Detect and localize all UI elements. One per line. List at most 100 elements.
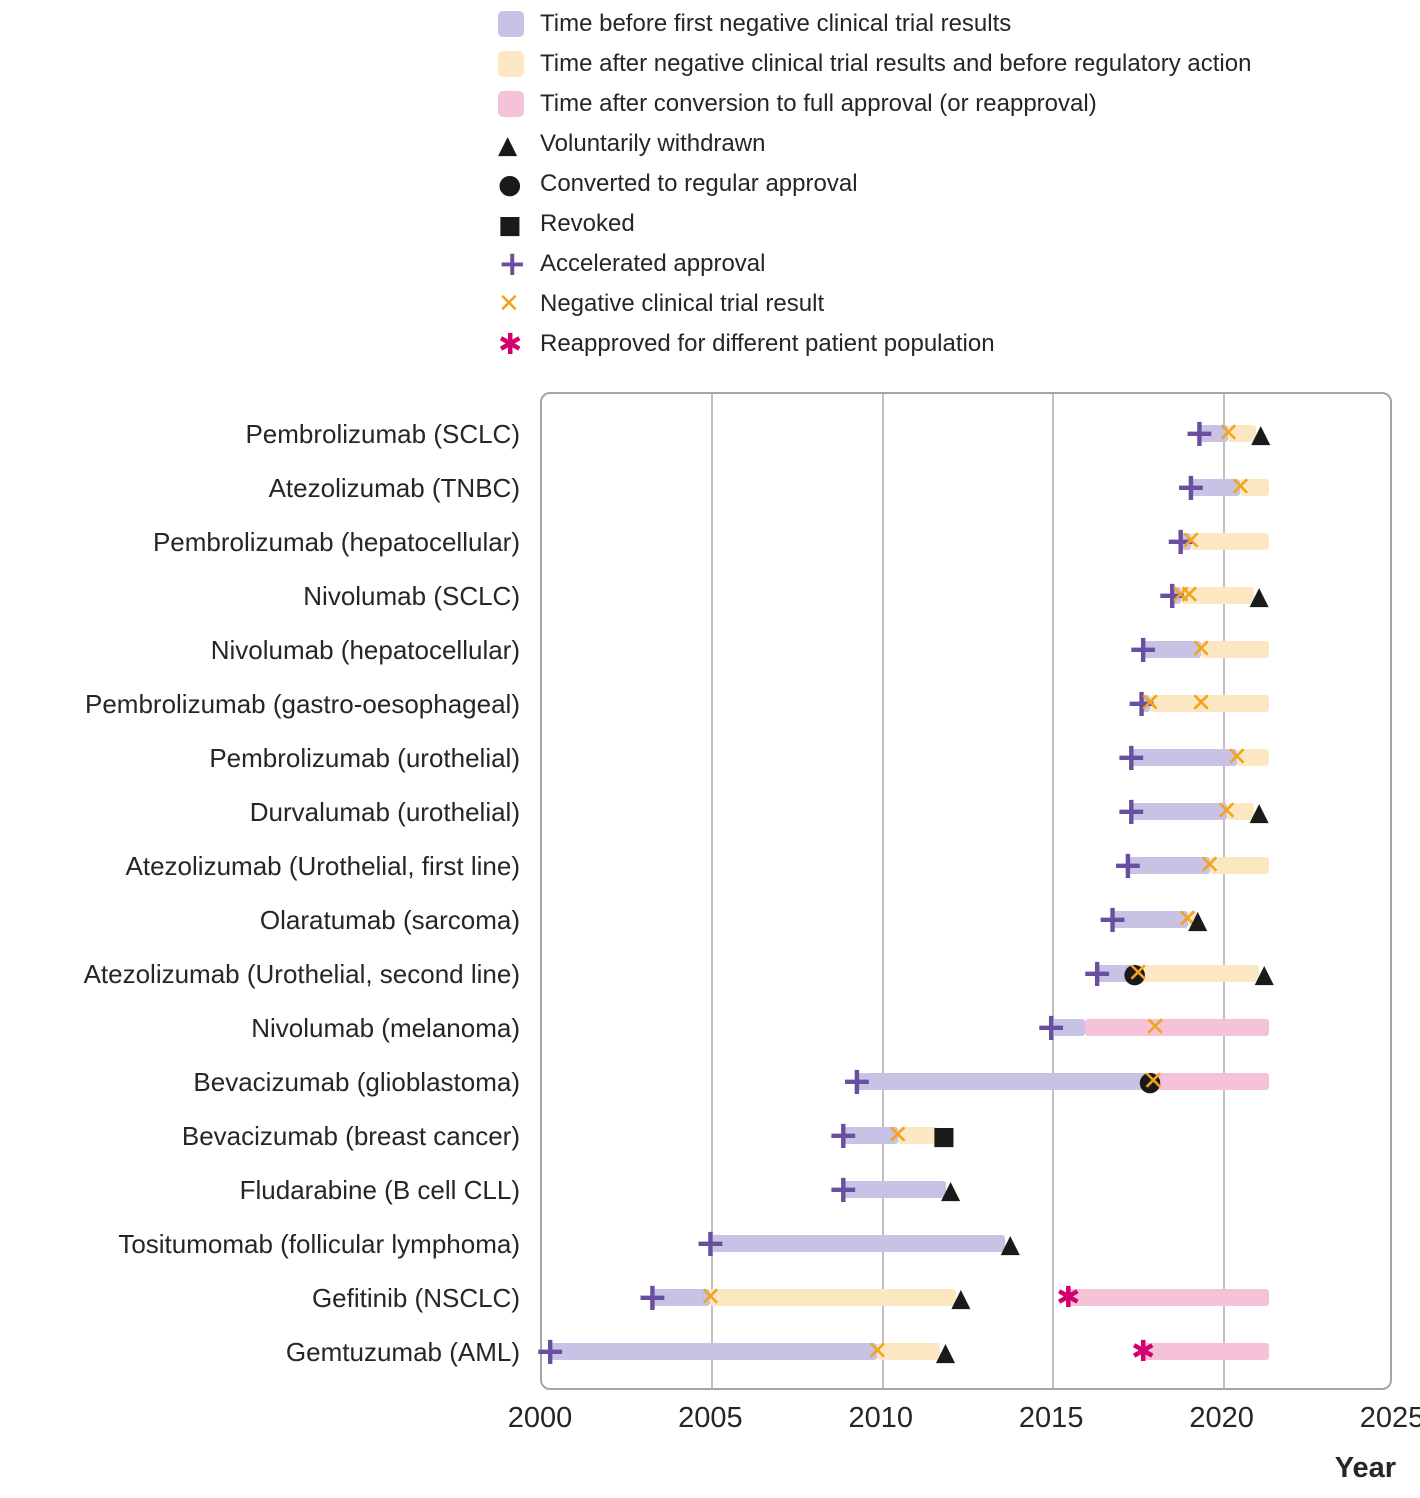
withdrawn-marker: ▲ <box>1188 905 1208 934</box>
negative-marker: ✕ <box>1169 580 1192 611</box>
approval-marker: + <box>694 1221 727 1266</box>
bar-segment-after <box>1228 425 1256 442</box>
negative-legend-key: ✕ <box>498 291 540 317</box>
negative-marker: ✕ <box>1190 634 1213 665</box>
bar-segment-before <box>843 1127 898 1144</box>
after-swatch-icon <box>498 51 524 77</box>
row-label: Pembrolizumab (hepatocellular) <box>152 527 520 557</box>
bar-segment-after <box>897 1127 939 1144</box>
legend-item: ● Converted to regular approval <box>498 164 1251 204</box>
before-legend-key <box>498 11 540 37</box>
reapproved-marker-icon: ✱ <box>498 326 523 361</box>
approval-marker: + <box>1156 573 1189 618</box>
gridline <box>881 394 884 1388</box>
full-legend-key <box>498 91 540 117</box>
bar-segment-after <box>1190 533 1270 550</box>
reapproved-legend-key: ✱ <box>498 326 540 361</box>
negative-marker: ✕ <box>886 1120 909 1151</box>
negative-marker: ✕ <box>1144 1012 1167 1043</box>
approval-marker: + <box>1127 627 1160 672</box>
approval-marker: + <box>1115 789 1148 834</box>
legend-item: ✕ Negative clinical trial result <box>498 284 1251 324</box>
row-label: Bevacizumab (glioblastoma) <box>193 1067 520 1097</box>
bar-segment-before <box>710 1235 1006 1252</box>
bar-segment-after <box>877 1343 941 1360</box>
bar-segment-full <box>1085 1019 1270 1036</box>
bar-segment-before <box>856 1073 1151 1090</box>
negative-marker: ✕ <box>1217 418 1240 449</box>
approval-marker: + <box>1081 951 1114 996</box>
legend-item-label: Voluntarily withdrawn <box>540 130 766 157</box>
bar-segment-full <box>1150 1073 1270 1090</box>
withdrawn-marker: ▲ <box>941 1175 961 1204</box>
bar-segment-before <box>1141 695 1151 712</box>
bar-segment-after <box>1134 965 1260 982</box>
negative-marker: ✕ <box>1226 742 1248 773</box>
row-label: Nivolumab (SCLC) <box>303 581 520 611</box>
gridline <box>1052 394 1055 1388</box>
x-axis-tick: 2015 <box>1018 1402 1084 1434</box>
negative-marker: ✕ <box>1215 796 1238 827</box>
row-label: Tositumomab (follicular lymphoma) <box>118 1229 520 1259</box>
bar-segment-before <box>550 1343 878 1360</box>
withdrawn-legend-key: ▲ <box>498 132 540 157</box>
row-label: Pembrolizumab (SCLC) <box>245 419 520 449</box>
bar-segment-before <box>1199 425 1229 442</box>
approval-marker: + <box>1115 735 1148 780</box>
x-axis-tick: 2020 <box>1189 1402 1254 1434</box>
approval-marker: + <box>1183 411 1216 456</box>
negative-marker: ✕ <box>1180 526 1202 557</box>
legend-item-label: Time before first negative clinical tria… <box>540 10 1012 37</box>
withdrawn-marker: ▲ <box>1249 797 1269 826</box>
negative-marker: ✕ <box>1229 472 1252 503</box>
bar-segment-after <box>710 1289 956 1306</box>
row-label: Olaratumab (sarcoma) <box>259 905 520 935</box>
row-label: Atezolizumab (Urothelial, first line) <box>125 851 520 881</box>
approval-marker: + <box>827 1167 860 1212</box>
approval-marker: + <box>636 1275 669 1320</box>
bar-segment-after <box>1209 857 1270 874</box>
negative-marker-icon: ✕ <box>498 289 520 319</box>
gridline <box>711 394 714 1388</box>
negative-marker: ✕ <box>1198 850 1221 881</box>
before-swatch-icon <box>498 11 524 37</box>
withdrawn-marker: ▲ <box>935 1337 956 1366</box>
bar-segment-before <box>1127 857 1210 874</box>
full-swatch-icon <box>498 91 524 117</box>
legend: Time before first negative clinical tria… <box>498 4 1251 364</box>
x-axis-tick: 2005 <box>678 1402 743 1434</box>
approval-marker: + <box>1175 465 1207 510</box>
legend-item-label: Converted to regular approval <box>540 170 858 197</box>
withdrawn-marker-icon: ▲ <box>498 129 518 159</box>
row-label: Pembrolizumab (gastro-oesophageal) <box>84 689 520 719</box>
converted-marker: ● <box>1138 1065 1162 1097</box>
legend-item: + Accelerated approval <box>498 244 1251 284</box>
bar-segment-before <box>1131 803 1227 820</box>
row-label: Gemtuzumab (AML) <box>285 1337 520 1367</box>
row-label: Atezolizumab (TNBC) <box>268 473 520 503</box>
bar-segment-before <box>1097 965 1135 982</box>
legend-item: Time before first negative clinical tria… <box>498 4 1251 44</box>
row-label: Pembrolizumab (urothelial) <box>209 743 520 773</box>
legend-item-label: Revoked <box>540 210 635 237</box>
legend-item-label: Time after conversion to full approval (… <box>540 90 1097 117</box>
negative-marker: ✕ <box>1178 580 1201 611</box>
legend-item-label: Accelerated approval <box>540 250 766 277</box>
approval-marker: + <box>1111 843 1144 888</box>
bar-segment-before <box>652 1289 711 1306</box>
after-legend-key <box>498 51 540 77</box>
converted-marker: ● <box>1122 957 1147 989</box>
bar-segment-after <box>1226 803 1254 820</box>
approval-marker: + <box>841 1059 873 1104</box>
withdrawn-marker: ▲ <box>1254 959 1274 988</box>
plot-area <box>540 392 1392 1390</box>
bar-segment-before <box>1051 1019 1086 1036</box>
revoked-legend-key: ■ <box>498 212 540 237</box>
approval-marker: + <box>1125 681 1158 726</box>
revoked-marker: ■ <box>932 1121 956 1150</box>
legend-item-label: Time after negative clinical trial resul… <box>540 50 1252 77</box>
withdrawn-marker: ▲ <box>1251 419 1271 448</box>
withdrawn-marker: ▲ <box>1000 1229 1020 1258</box>
negative-marker: ✕ <box>1142 1066 1165 1097</box>
